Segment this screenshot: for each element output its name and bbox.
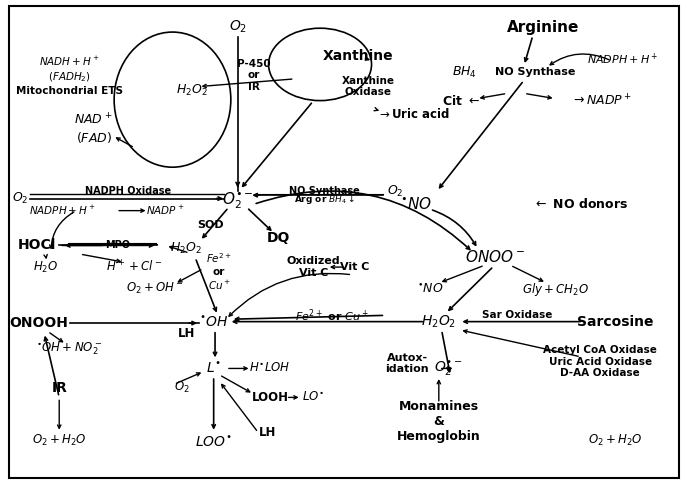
Text: $H^{\bullet}LOH$: $H^{\bullet}LOH$ (249, 362, 291, 375)
Text: $O_2^{\bullet-}$: $O_2^{\bullet-}$ (222, 191, 254, 211)
Text: $H_2O_2$: $H_2O_2$ (171, 241, 202, 256)
Text: Xanthine
Oxidase: Xanthine Oxidase (342, 76, 395, 97)
Text: SOD: SOD (197, 220, 224, 230)
Text: IR: IR (52, 381, 67, 395)
Text: Monamines
&
Hemoglobin: Monamines & Hemoglobin (397, 400, 481, 443)
Text: $O_2^{\bullet-}$: $O_2^{\bullet-}$ (434, 359, 463, 378)
Text: $NADPH + H^+$: $NADPH + H^+$ (587, 52, 658, 67)
Text: Xanthine: Xanthine (323, 49, 393, 63)
Text: Oxidized
Vit C: Oxidized Vit C (286, 257, 340, 278)
Text: P-450
or
IR: P-450 or IR (237, 59, 270, 92)
Text: $H_2O_2$: $H_2O_2$ (176, 82, 208, 98)
Text: Vit C: Vit C (340, 262, 369, 272)
Text: $Fe^{2+}$
or
$Cu^+$: $Fe^{2+}$ or $Cu^+$ (206, 252, 233, 292)
Text: ONOOH: ONOOH (9, 316, 68, 330)
Text: $O_2 + H_2O$: $O_2 + H_2O$ (32, 433, 87, 448)
Text: $LOO^{\bullet}$: $LOO^{\bullet}$ (195, 435, 232, 450)
Text: $NADP^+$: $NADP^+$ (147, 204, 185, 217)
Text: $O_2$: $O_2$ (173, 380, 189, 395)
Text: $H_2O$: $H_2O$ (33, 259, 58, 274)
Text: $L^{\bullet}$: $L^{\bullet}$ (206, 361, 222, 376)
Text: $O_2 + H_2O$: $O_2 + H_2O$ (588, 433, 643, 448)
Text: Arg or $BH_4\downarrow$: Arg or $BH_4\downarrow$ (294, 193, 356, 206)
Text: $O_2 + OH^-$: $O_2 + OH^-$ (127, 281, 184, 296)
Text: LH: LH (259, 426, 276, 439)
Text: $LO^{\bullet}$: $LO^{\bullet}$ (302, 391, 325, 404)
Text: $\rightarrow NADP^+$: $\rightarrow NADP^+$ (570, 93, 632, 109)
Text: MPO: MPO (105, 241, 130, 250)
Text: $\rightarrow$Uric acid: $\rightarrow$Uric acid (377, 107, 450, 121)
Text: $Fe^{2+}$ or $Cu^+$: $Fe^{2+}$ or $Cu^+$ (295, 307, 369, 324)
Text: $O_2$: $O_2$ (12, 191, 28, 206)
Text: $H^+ + Cl^-$: $H^+ + Cl^-$ (107, 259, 163, 275)
Text: $^{\bullet}OH + NO_2^-$: $^{\bullet}OH + NO_2^-$ (36, 341, 103, 358)
Text: Cit $\leftarrow$: Cit $\leftarrow$ (442, 94, 480, 108)
Text: $H_2O_2$: $H_2O_2$ (421, 314, 456, 330)
Text: DQ: DQ (267, 231, 290, 245)
Text: HOCl: HOCl (17, 239, 56, 252)
Text: NO Synthase: NO Synthase (290, 186, 361, 197)
Text: $NADPH + H^+$: $NADPH + H^+$ (29, 204, 96, 217)
Text: $NAD^+$
$(FAD)$: $NAD^+$ $(FAD)$ (74, 112, 113, 145)
Text: $^{\bullet}NO$: $^{\bullet}NO$ (416, 283, 443, 296)
Text: Sarcosine: Sarcosine (577, 315, 654, 329)
Text: $BH_4$: $BH_4$ (452, 64, 477, 80)
Text: Sar Oxidase: Sar Oxidase (482, 310, 552, 320)
Text: $ONOO^-$: $ONOO^-$ (465, 249, 526, 265)
Text: $^{\bullet}NO$: $^{\bullet}NO$ (400, 197, 432, 212)
Text: $O_2$: $O_2$ (387, 184, 404, 199)
FancyBboxPatch shape (9, 6, 679, 478)
Text: $^{\bullet}OH$: $^{\bullet}OH$ (199, 316, 228, 330)
Text: $O_2$: $O_2$ (228, 19, 247, 35)
Text: $NADH + H^+$
$(FADH_2)$
Mitochondrial ETS: $NADH + H^+$ $(FADH_2)$ Mitochondrial ET… (16, 55, 123, 96)
Text: $\leftarrow$ NO donors: $\leftarrow$ NO donors (533, 197, 628, 212)
Text: LOOH: LOOH (251, 391, 288, 404)
Text: NADPH Oxidase: NADPH Oxidase (85, 186, 171, 197)
Text: Acetyl CoA Oxidase
Uric Acid Oxidase
D-AA Oxidase: Acetyl CoA Oxidase Uric Acid Oxidase D-A… (544, 345, 657, 378)
Text: Arginine: Arginine (507, 20, 579, 35)
Text: $Gly + CH_2O$: $Gly + CH_2O$ (522, 281, 589, 298)
Text: Autox-
idation: Autox- idation (385, 353, 429, 375)
Text: LH: LH (178, 327, 195, 340)
Text: NO Synthase: NO Synthase (495, 67, 575, 77)
